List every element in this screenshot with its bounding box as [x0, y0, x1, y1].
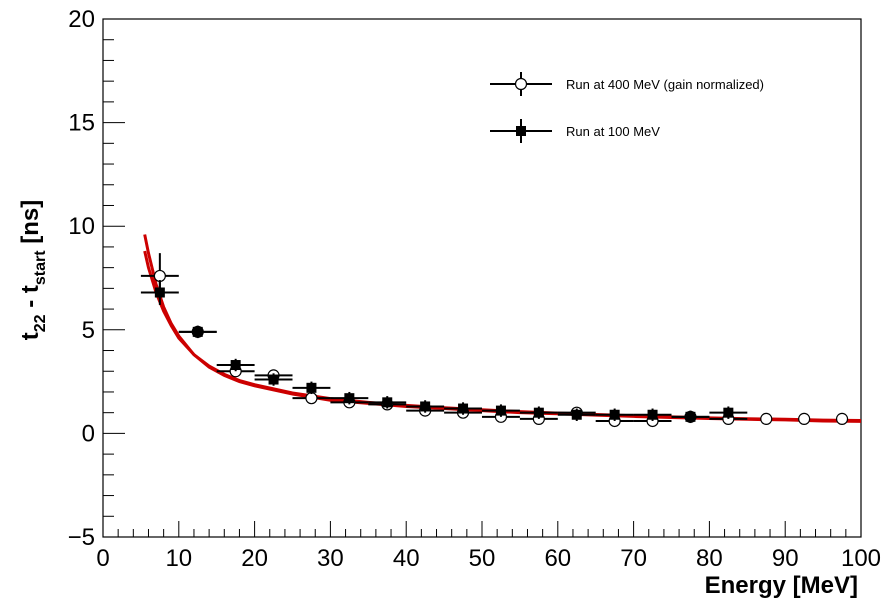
data-point-filled-square — [571, 409, 582, 420]
legend-entry-100: Run at 100 MeV — [490, 119, 660, 143]
data-point-open-circle — [153, 269, 166, 283]
legend-entry-400: Run at 400 MeV (gain normalized) — [490, 72, 764, 96]
y-tick-label: 15 — [68, 110, 95, 137]
y-tick-label: 0 — [82, 420, 95, 447]
y-title-minus-t: - t — [17, 285, 44, 314]
x-tick-label: 10 — [165, 545, 192, 572]
y-tick-label: 5 — [82, 317, 95, 344]
data-point-filled-square — [382, 397, 393, 408]
x-tick-label: 0 — [96, 545, 109, 572]
data-point-filled-square — [192, 326, 203, 337]
y-tick-label: 20 — [68, 6, 95, 33]
y-tick-label: −5 — [68, 524, 95, 551]
data-point-filled-square — [495, 405, 506, 416]
data-point-open-circle — [305, 392, 318, 405]
y-axis-ticks: −5 0 5 10 15 20 — [68, 6, 125, 551]
data-point-filled-square — [344, 393, 355, 404]
data-point-filled-square — [420, 401, 431, 412]
data-point-filled-square — [306, 382, 317, 393]
x-tick-label: 80 — [696, 545, 723, 572]
legend-label-100: Run at 100 MeV — [566, 124, 660, 139]
x-tick-label: 70 — [620, 545, 647, 572]
data-point-filled-square — [533, 407, 544, 418]
data-point-filled-square — [723, 407, 734, 418]
fit-curves — [143, 234, 862, 423]
x-tick-label: 90 — [772, 545, 799, 572]
fit-curve — [143, 234, 862, 423]
data-point-filled-square — [458, 403, 469, 414]
fit-curve — [143, 250, 862, 423]
legend-marker-filled-square — [516, 126, 526, 136]
data-series — [140, 253, 849, 428]
legend-label-400: Run at 400 MeV (gain normalized) — [566, 77, 764, 92]
y-title-sub22: 22 — [32, 314, 49, 332]
x-tick-label: 100 — [841, 545, 881, 572]
x-axis-ticks: 0 10 20 30 40 50 60 70 80 90 100 — [96, 521, 881, 572]
data-point-open-circle — [760, 412, 773, 425]
y-title-substart: start — [32, 250, 49, 285]
series-group — [140, 253, 849, 428]
y-axis-title: t22 - tstart [ns] — [17, 200, 49, 340]
legend-marker-open-circle — [514, 77, 528, 91]
data-point-filled-square — [685, 411, 696, 422]
legend: Run at 400 MeV (gain normalized) Run at … — [490, 72, 764, 143]
series-group — [140, 280, 748, 424]
data-point-open-circle — [835, 412, 849, 425]
data-point-filled-square — [230, 360, 241, 371]
x-tick-label: 40 — [393, 545, 420, 572]
x-tick-label: 60 — [544, 545, 571, 572]
x-tick-label: 30 — [317, 545, 344, 572]
data-point-filled-square — [154, 287, 165, 298]
data-point-filled-square — [609, 409, 620, 420]
plot-frame — [102, 18, 862, 538]
data-point-open-circle — [798, 412, 811, 425]
x-tick-label: 20 — [241, 545, 268, 572]
x-axis-title: Energy [MeV] — [705, 572, 858, 599]
svg-text:t22 - tstart [ns]: t22 - tstart [ns] — [17, 200, 49, 340]
x-tick-label: 50 — [469, 545, 496, 572]
data-point-filled-square — [268, 374, 279, 385]
y-title-unit: [ns] — [17, 200, 44, 251]
y-tick-label: 10 — [68, 213, 95, 240]
data-point-filled-square — [647, 409, 658, 420]
y-title-t: t — [17, 332, 44, 340]
